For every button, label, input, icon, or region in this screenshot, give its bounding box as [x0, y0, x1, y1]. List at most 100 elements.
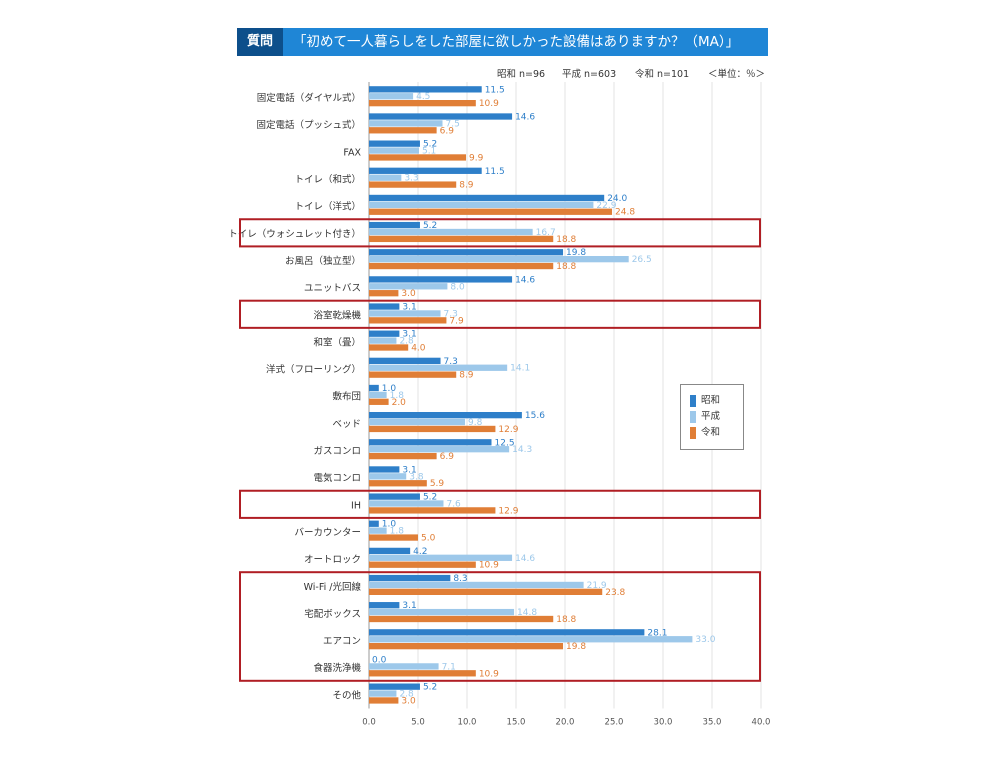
category-label: 食器洗浄機: [313, 662, 361, 674]
category-label: ユニットバス: [304, 283, 361, 294]
data-label-heisei: 7.1: [442, 662, 456, 672]
bar-reiwa: [369, 371, 457, 378]
data-label-heisei: 1.8: [390, 391, 405, 401]
category-label: トイレ（ウォシュレット付き）: [228, 228, 361, 240]
category-label: オートロック: [304, 555, 361, 566]
data-label-showa: 24.0: [607, 194, 627, 204]
bar-showa: [369, 194, 605, 202]
bar-showa: [369, 86, 482, 93]
bar-heisei: [369, 283, 448, 290]
category-label: IH: [351, 500, 361, 511]
data-label-heisei: 14.1: [510, 364, 530, 374]
bar-reiwa: [369, 154, 467, 161]
data-label-showa: 3.1: [402, 465, 416, 475]
bar-showa: [369, 493, 420, 500]
bar-showa: [369, 574, 451, 582]
bar-heisei: [369, 120, 443, 127]
bar-reiwa: [369, 480, 427, 487]
bar-reiwa: [369, 235, 554, 243]
category-label: ガスコンロ: [313, 446, 361, 457]
data-label-showa: 5.2: [423, 140, 437, 150]
x-tick-label: 15.0: [507, 717, 526, 727]
question-header: 質問 「初めて一人暮らしをした部屋に欲しかった設備はありますか？（MA）」: [237, 28, 768, 56]
bar-reiwa: [369, 697, 399, 704]
category-label: ベッド: [332, 419, 361, 430]
data-label-heisei: 9.8: [468, 418, 483, 428]
bar-heisei: [369, 364, 508, 371]
category-label: お風呂（独立型）: [285, 255, 361, 267]
bar-heisei: [369, 608, 515, 616]
category-label: 宅配ボックス: [304, 608, 361, 620]
data-label-heisei: 21.9: [587, 581, 607, 591]
highlight-box: [239, 218, 761, 248]
data-label-heisei: 2.8: [399, 690, 414, 700]
data-label-reiwa: 3.0: [401, 289, 416, 299]
category-label: 固定電話（プッシュ式）: [256, 119, 361, 131]
data-label-heisei: 14.8: [517, 608, 537, 618]
bar-reiwa: [369, 208, 613, 215]
bar-heisei: [369, 663, 439, 670]
category-label: FAX: [343, 147, 361, 158]
data-label-reiwa: 24.8: [615, 208, 635, 218]
x-tick-label: 35.0: [703, 717, 722, 727]
data-label-reiwa: 18.8: [556, 615, 576, 625]
data-label-reiwa: 8.9: [459, 181, 474, 191]
bar-heisei: [369, 310, 441, 317]
data-label-showa: 28.1: [647, 628, 667, 638]
data-label-reiwa: 19.8: [566, 642, 586, 652]
data-label-reiwa: 23.8: [605, 588, 625, 598]
data-label-showa: 3.1: [402, 601, 416, 611]
legend-item-heisei: 平成: [690, 411, 720, 423]
bar-showa: [369, 602, 400, 609]
bar-heisei: [369, 636, 693, 643]
legend-swatch-showa: [690, 395, 696, 407]
unit-label: ＜単位：％＞: [708, 69, 766, 80]
bar-heisei: [369, 174, 402, 181]
data-label-heisei: 16.7: [536, 228, 556, 238]
bar-showa: [369, 140, 420, 147]
legend-item-showa: 昭和: [690, 395, 720, 407]
category-label: 固定電話（ダイヤル式）: [257, 92, 361, 104]
data-label-reiwa: 18.8: [556, 262, 576, 272]
bar-showa: [369, 439, 492, 446]
data-label-showa: 14.6: [515, 112, 535, 122]
data-label-heisei: 33.0: [695, 635, 715, 645]
bar-showa: [369, 113, 513, 120]
data-label-heisei: 3.8: [409, 472, 424, 482]
bar-showa: [369, 221, 420, 229]
data-label-reiwa: 12.9: [498, 506, 518, 516]
category-label: 浴室乾燥機: [313, 309, 361, 321]
heisei-sample-size: 平成 n=603: [562, 69, 617, 80]
bar-reiwa: [369, 588, 603, 595]
data-label-showa: 5.2: [423, 493, 437, 503]
bar-heisei: [369, 690, 397, 697]
data-label-reiwa: 2.0: [392, 398, 407, 408]
data-label-reiwa: 5.0: [421, 534, 436, 544]
bar-heisei: [369, 527, 387, 534]
data-label-heisei: 7.3: [444, 309, 458, 319]
bar-showa: [369, 384, 379, 392]
data-label-heisei: 5.1: [422, 147, 436, 157]
bar-heisei: [369, 581, 584, 589]
data-label-heisei: 8.0: [450, 282, 465, 292]
bar-showa: [369, 249, 564, 256]
data-label-showa: 5.2: [423, 683, 437, 693]
bar-reiwa: [369, 290, 399, 297]
data-label-heisei: 14.3: [512, 445, 532, 455]
data-label-reiwa: 8.9: [459, 371, 474, 381]
bar-heisei: [369, 418, 466, 426]
data-label-reiwa: 6.9: [440, 126, 455, 136]
x-tick-label: 40.0: [752, 717, 771, 727]
data-label-reiwa: 6.9: [440, 452, 455, 462]
bar-reiwa: [369, 317, 447, 324]
category-label: トイレ（洋式）: [294, 201, 361, 213]
highlight-box: [239, 489, 761, 519]
data-label-heisei: 22.9: [596, 201, 616, 211]
data-label-heisei: 14.6: [515, 554, 535, 564]
bar-heisei: [369, 500, 444, 507]
bar-reiwa: [369, 181, 457, 188]
bar-showa: [369, 466, 400, 473]
bar-reiwa: [369, 398, 389, 405]
category-label: 洋式（フローリング）: [266, 364, 361, 376]
category-label: その他: [332, 689, 361, 701]
